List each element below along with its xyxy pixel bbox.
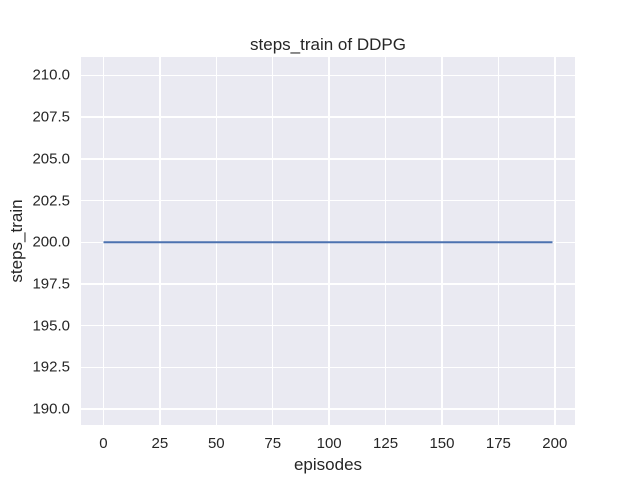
y-gridline: [81, 324, 575, 327]
x-tick-label: 50: [207, 435, 225, 452]
chart-title: steps_train of DDPG: [250, 35, 406, 54]
x-gridline: [328, 57, 330, 425]
y-gridline: [81, 366, 575, 369]
x-tick-label: 200: [542, 435, 568, 452]
y-gridline: [81, 199, 575, 202]
x-tick-label: 75: [264, 435, 282, 452]
y-gridline: [81, 158, 575, 160]
x-axis-label: episodes: [293, 455, 363, 474]
x-tick-label: 25: [151, 435, 169, 452]
y-tick-label: 192.5: [32, 358, 70, 376]
y-tick-label: 202.5: [32, 192, 70, 210]
y-gridline: [81, 408, 575, 410]
x-gridline: [554, 57, 556, 425]
x-gridline: [102, 57, 105, 425]
x-gridline: [441, 57, 443, 425]
x-gridline: [215, 57, 218, 425]
y-tick-label: 210.0: [32, 66, 70, 84]
y-gridline: [81, 74, 575, 77]
y-tick-label: 207.5: [32, 108, 70, 126]
y-tick-label: 205.0: [32, 150, 70, 168]
x-gridline: [159, 57, 161, 425]
y-tick-label: 190.0: [32, 400, 70, 418]
x-tick-label: 175: [485, 435, 511, 452]
x-tick-label: 0: [99, 435, 108, 452]
x-tick-label: 100: [316, 435, 342, 452]
x-tick-label: 125: [373, 435, 399, 452]
y-gridline: [81, 283, 575, 285]
x-gridline: [271, 57, 274, 425]
plot-area: [81, 57, 575, 425]
x-gridline: [384, 57, 387, 425]
y-gridline: [81, 116, 575, 118]
x-tick-label: 150: [429, 435, 455, 452]
y-tick-label: 195.0: [32, 317, 70, 335]
series-layer: [103, 241, 553, 244]
y-tick-label: 200.0: [32, 233, 70, 251]
x-gridline: [497, 57, 500, 425]
y-tick-label: 197.5: [32, 275, 70, 293]
